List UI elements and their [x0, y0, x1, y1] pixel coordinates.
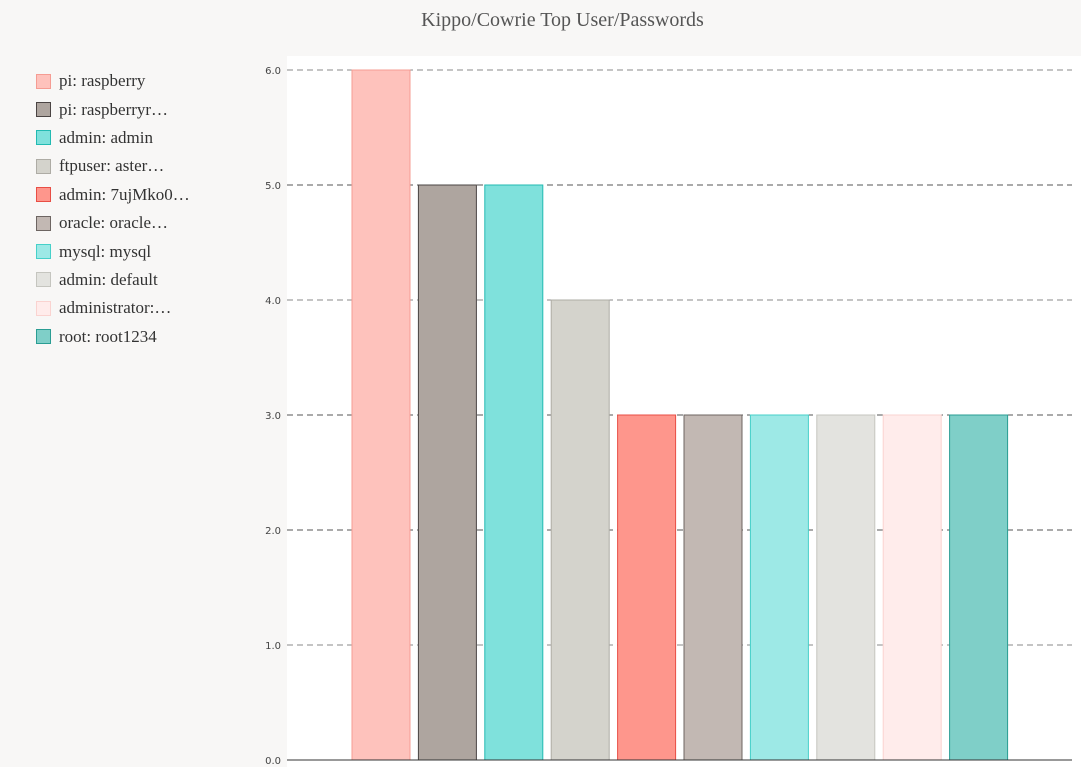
legend-swatch — [36, 244, 51, 260]
legend-swatch — [36, 102, 51, 118]
legend-label: ftpuser: aster… — [59, 156, 165, 176]
legend-swatch — [36, 300, 51, 316]
legend-label: pi: raspberryr… — [59, 99, 169, 119]
bars — [351, 69, 1009, 761]
legend-item[interactable]: pi: raspberry — [36, 67, 256, 95]
legend-swatch — [36, 272, 51, 288]
y-tick-label: 4.0 — [265, 296, 281, 307]
legend-label: oracle: oracle… — [59, 213, 169, 233]
legend-item[interactable]: admin: 7ujMko0… — [36, 181, 256, 209]
legend-label: pi: raspberry — [59, 71, 146, 91]
bar[interactable] — [816, 414, 876, 761]
bar[interactable] — [683, 414, 743, 761]
legend-label: admin: default — [59, 269, 158, 289]
bar[interactable] — [949, 414, 1009, 761]
y-tick-label: 6.0 — [265, 66, 281, 77]
y-tick-label: 5.0 — [265, 181, 281, 192]
chart-legend: pi: raspberry pi: raspberryr… admin: admin… — [36, 67, 256, 351]
chart-title: Kippo/Cowrie Top User/Passwords — [421, 9, 704, 31]
legend-swatch — [36, 158, 51, 174]
y-tick-label: 0.0 — [265, 756, 281, 767]
legend-item[interactable]: ftpuser: aster… — [36, 152, 256, 180]
bar[interactable] — [484, 184, 544, 761]
bar[interactable] — [617, 414, 677, 761]
legend-item[interactable]: oracle: oracle… — [36, 209, 256, 237]
y-tick-label: 2.0 — [265, 526, 281, 537]
y-axis-ticks: 0.0 1.0 2.0 3.0 4.0 5.0 6.0 — [265, 66, 281, 767]
y-tick-label: 3.0 — [265, 411, 281, 422]
legend-item[interactable]: mysql: mysql — [36, 237, 256, 265]
legend-label: admin: 7ujMko0… — [59, 184, 190, 204]
legend-swatch — [36, 130, 51, 146]
legend-swatch — [36, 329, 51, 345]
legend-swatch — [36, 187, 51, 203]
legend-item[interactable]: admin: admin — [36, 124, 256, 152]
legend-swatch — [36, 215, 51, 231]
bar[interactable] — [882, 414, 942, 761]
legend-label: mysql: mysql — [59, 241, 152, 261]
bar[interactable] — [417, 184, 477, 761]
y-tick-label: 1.0 — [265, 641, 281, 652]
legend-item[interactable]: root: root1234 — [36, 323, 256, 351]
legend-item[interactable]: admin: default — [36, 266, 256, 294]
bar[interactable] — [351, 69, 411, 761]
legend-item[interactable]: administrator:… — [36, 294, 256, 322]
legend-label: admin: admin — [59, 127, 153, 147]
legend-swatch — [36, 73, 51, 89]
legend-label: administrator:… — [59, 298, 172, 318]
legend-item[interactable]: pi: raspberryr… — [36, 95, 256, 123]
bar[interactable] — [749, 414, 809, 761]
legend-label: root: root1234 — [59, 326, 157, 346]
bar[interactable] — [550, 299, 610, 761]
